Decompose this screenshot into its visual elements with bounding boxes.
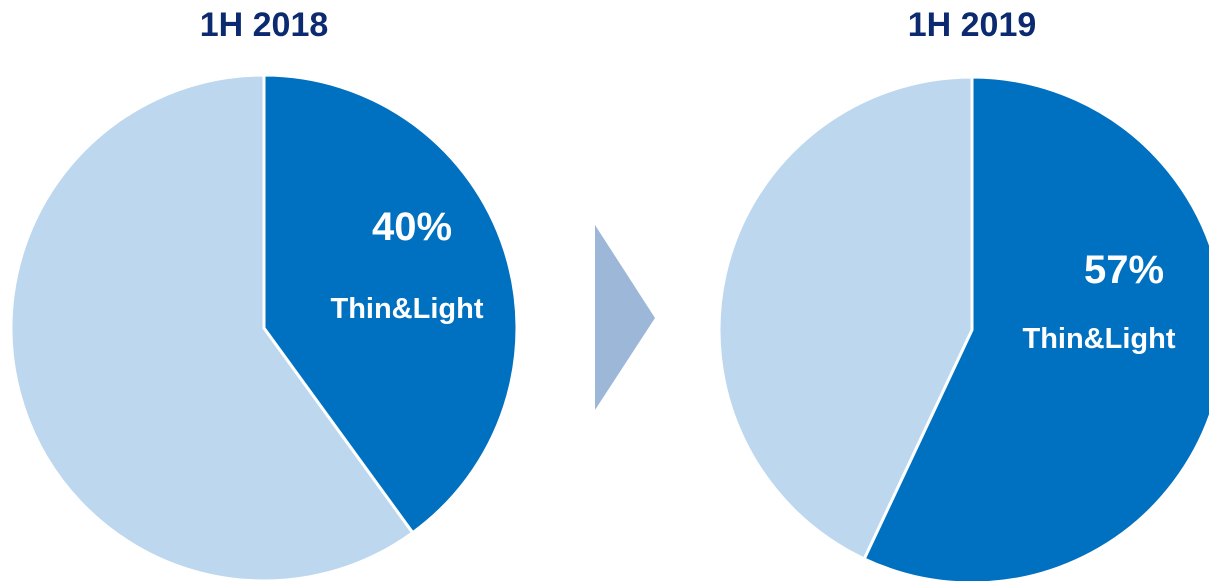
pie-slice-other-1h-2018 (9, 73, 415, 581)
pie-slice-thin-light-1h-2019 (862, 75, 1209, 581)
pie-slice-other-1h-2019 (717, 75, 974, 561)
slice-category-label-1h-2018: Thin&Light (330, 293, 483, 325)
right-triangle-arrow-icon (595, 225, 655, 410)
slice-category-label-1h-2019: Thin&Light (1022, 323, 1175, 355)
pie-chart-1h-2018: 40% Thin&Light (9, 73, 519, 581)
pie-slice-thin-light-1h-2018 (262, 73, 519, 535)
slice-value-label-1h-2018: 40% (372, 205, 452, 249)
chart-title-1h-2018: 1H 2018 (199, 6, 329, 44)
slice-value-label-1h-2019: 57% (1084, 248, 1164, 292)
pie-chart-1h-2019: 57% Thin&Light (717, 75, 1209, 581)
chart-title-1h-2019: 1H 2019 (907, 6, 1037, 44)
